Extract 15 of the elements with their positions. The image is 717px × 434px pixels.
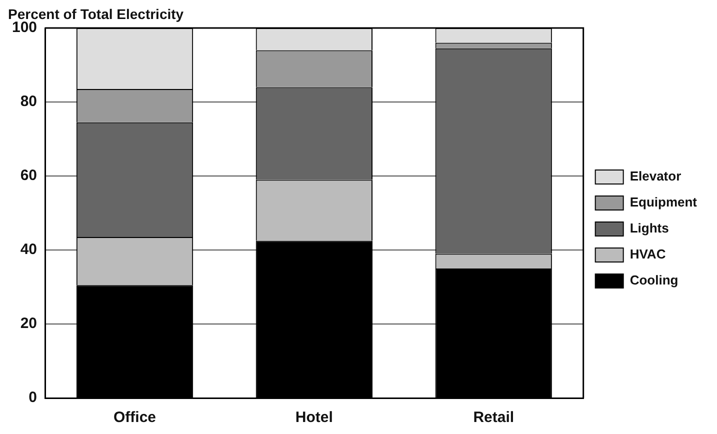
legend-label: Cooling	[630, 272, 678, 288]
y-tick-label: 80	[20, 93, 38, 110]
y-axis-title: Percent of Total Electricity	[8, 6, 184, 22]
y-tick-label: 40	[20, 241, 38, 258]
x-tick-label: Office	[113, 409, 156, 426]
legend-label: HVAC	[630, 246, 666, 262]
legend-label: Lights	[630, 220, 669, 236]
x-tick-label: Hotel	[295, 409, 333, 426]
legend-label: Equipment	[630, 194, 698, 210]
x-tick-label: Retail	[473, 409, 514, 426]
y-tick-label: 100	[12, 19, 38, 36]
y-tick-label: 20	[20, 315, 38, 332]
y-tick-label: 60	[20, 167, 38, 184]
legend-label: Elevator	[630, 168, 682, 184]
y-tick-label: 0	[28, 389, 38, 406]
